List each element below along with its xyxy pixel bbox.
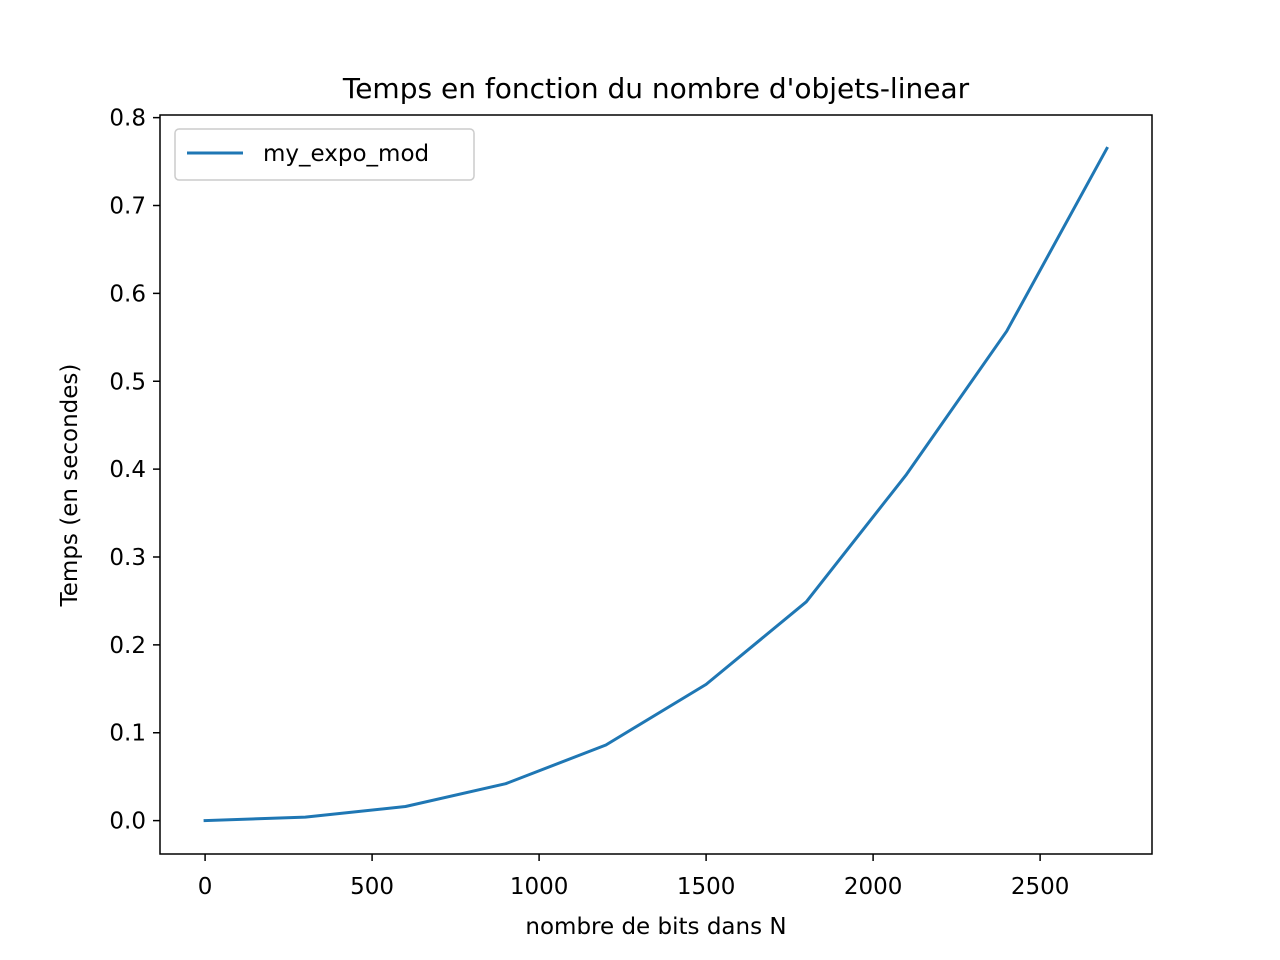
y-axis-label: Temps (en secondes) [57,364,83,608]
x-tick-label: 2000 [844,874,903,900]
x-tick-label: 1500 [677,874,736,900]
series-line-my_expo_mod [203,146,1109,823]
x-axis-label: nombre de bits dans N [525,914,786,940]
x-tick-label: 1000 [510,874,569,900]
y-axis: 0.0 0.1 0.2 0.3 0.4 0.5 0.6 0.7 0.8 [109,106,160,835]
plot-frame [159,114,1153,855]
y-tick-label: 0.7 [109,194,146,220]
y-tick-label: 0.2 [109,633,146,659]
chart-title: Temps en fonction du nombre d'objets-lin… [342,72,970,105]
y-tick-label: 0.0 [109,809,146,835]
x-axis: 0 500 1000 1500 2000 2500 [198,854,1070,900]
x-tick-label: 500 [350,874,394,900]
y-tick-label: 0.3 [109,545,146,571]
x-tick-label: 0 [198,874,213,900]
x-tick-label: 2500 [1011,874,1070,900]
legend-box [174,128,475,181]
y-tick-label: 0.5 [109,369,146,395]
y-tick-label: 0.6 [109,281,146,307]
legend: my_expo_mod [174,128,475,181]
y-tick-label: 0.4 [109,457,146,483]
legend-label: my_expo_mod [263,141,429,167]
series-layer [203,146,1109,823]
y-tick-label: 0.8 [109,106,146,132]
y-tick-label: 0.1 [109,721,146,747]
